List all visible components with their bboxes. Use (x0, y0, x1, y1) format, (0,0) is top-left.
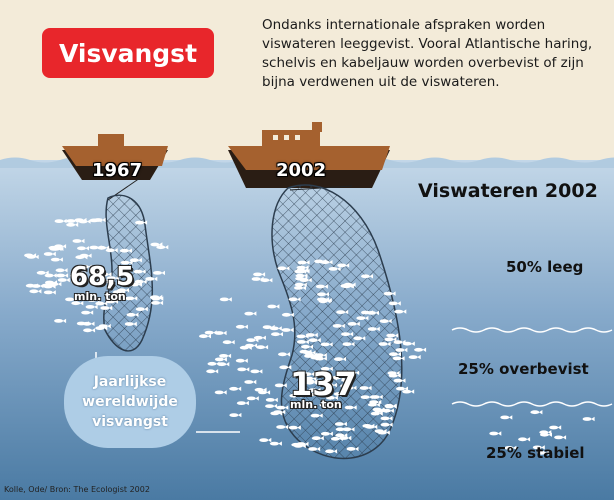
callout-line: wereldwijde (82, 394, 178, 410)
catch-unit-2002: mln. ton (290, 398, 342, 411)
band-stabiel: 25% stabiel (486, 444, 585, 462)
catch-value-2002: 137 (290, 365, 357, 403)
boat-1967 (62, 134, 168, 180)
year-label-2002: 2002 (276, 160, 327, 181)
credit: Kolle, Ode/ Bron: The Ecologist 2002 (4, 485, 150, 494)
catch-value-1967: 68,5 (70, 262, 135, 292)
callout-line: visvangst (92, 414, 168, 430)
net-2002 (271, 184, 403, 460)
callout-bubble: Jaarlijkse wereldwijde visvangst (64, 356, 196, 448)
catch-unit-1967: mln. ton (74, 290, 126, 303)
band-leeg: 50% leeg (506, 258, 584, 276)
page-title: Visvangst (42, 28, 214, 78)
year-label-1967: 1967 (92, 160, 143, 181)
callout-line: Jaarlijkse (93, 374, 167, 390)
band-overbevist: 25% overbevist (458, 360, 589, 378)
intro-text: Ondanks internationale afspraken worden … (262, 17, 593, 90)
wave-line (451, 327, 613, 333)
wave-line (451, 401, 613, 407)
boat-2002 (228, 122, 390, 188)
viswateren-title: Viswateren 2002 (418, 180, 598, 202)
